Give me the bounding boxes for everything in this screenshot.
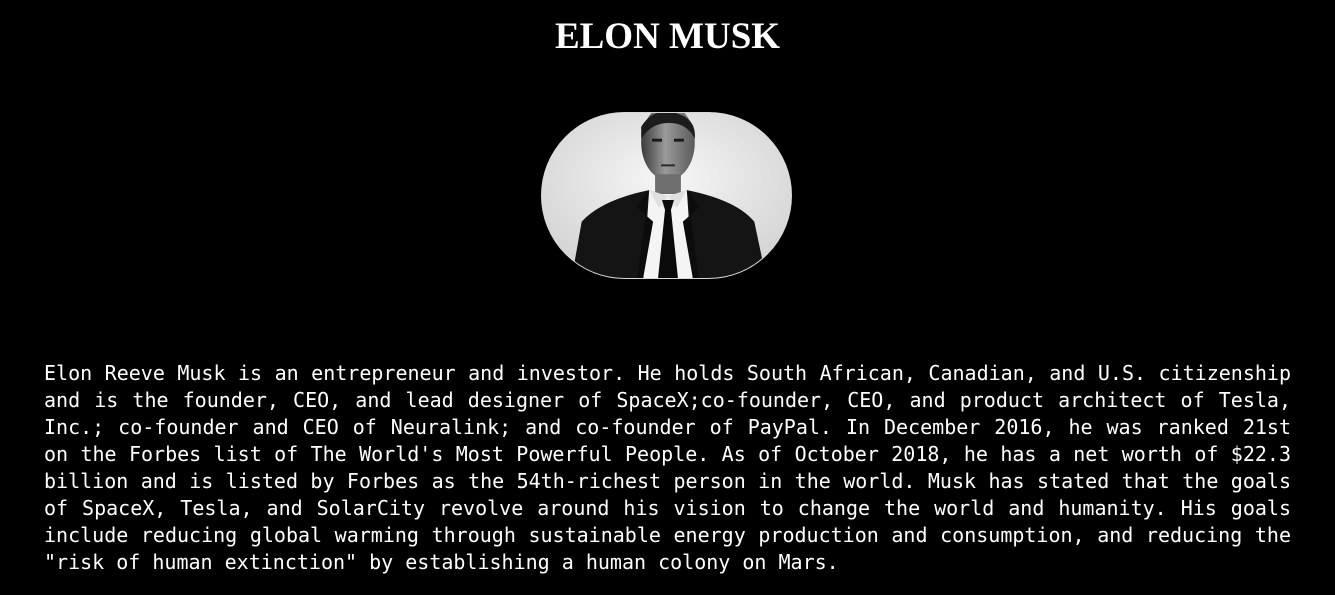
page-title: ELON MUSK <box>554 16 781 57</box>
biography-text: Elon Reeve Musk is an entrepreneur and i… <box>44 361 1291 574</box>
portrait-image <box>541 112 792 279</box>
person-portrait-icon <box>542 113 791 278</box>
